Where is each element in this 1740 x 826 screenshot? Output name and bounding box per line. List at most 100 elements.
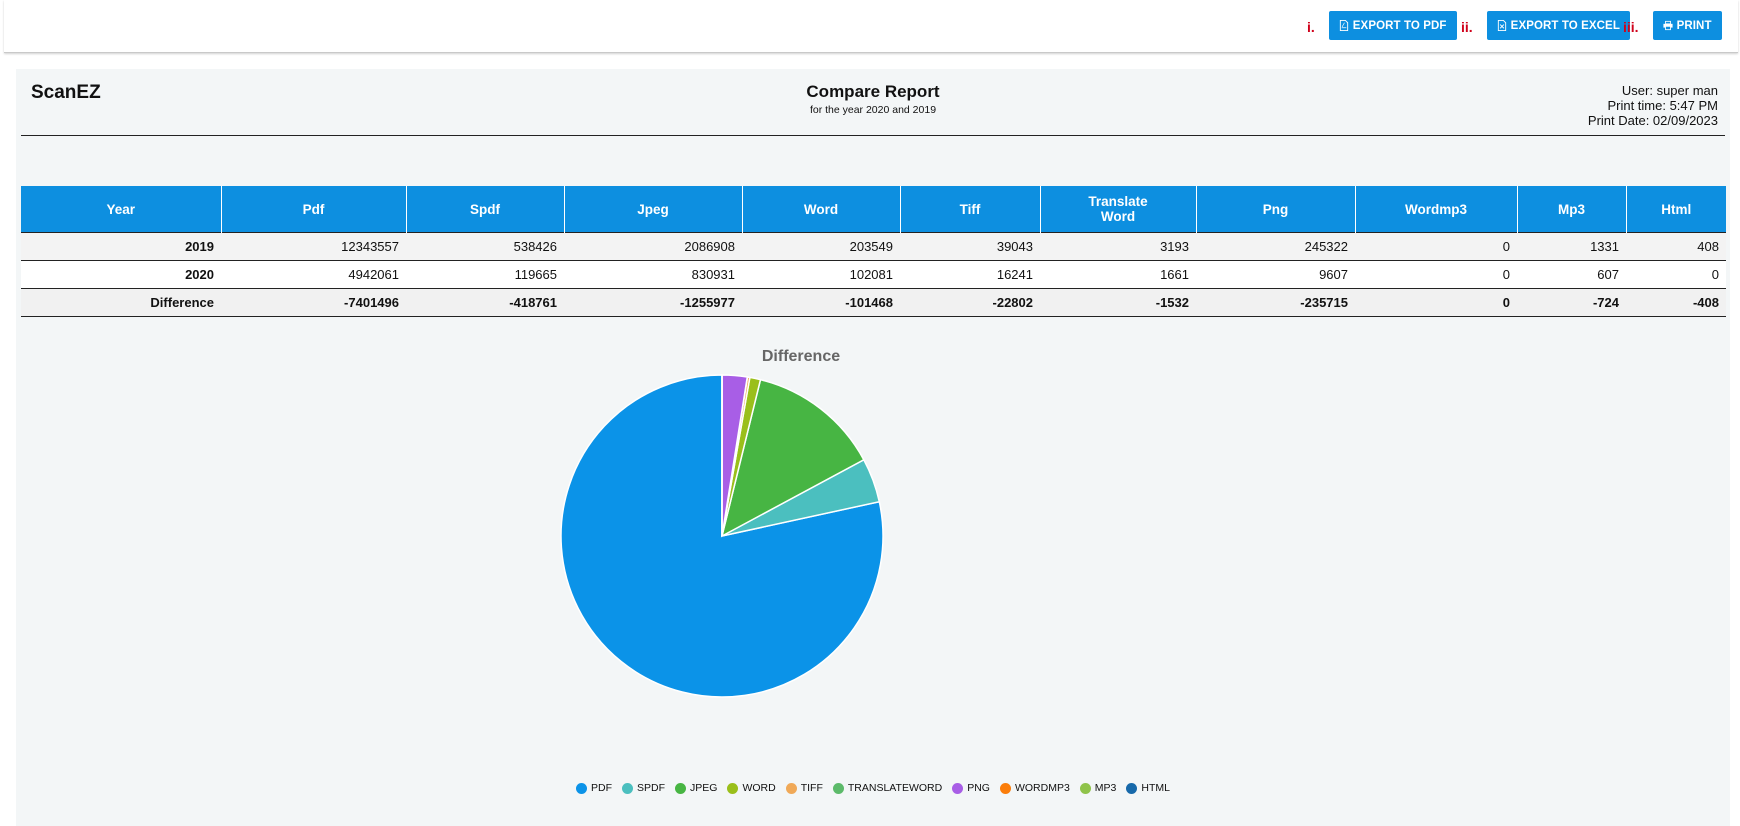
report-meta: User: super man Print time: 5:47 PM Prin…	[1588, 83, 1718, 128]
legend-swatch	[785, 782, 797, 794]
table-cell: 830931	[564, 260, 742, 289]
legend-label: WORD	[742, 782, 776, 794]
print-label: PRINT	[1676, 19, 1712, 32]
legend-swatch	[675, 782, 687, 794]
legend-item-spdf[interactable]: SPDF	[622, 782, 665, 794]
report-title: Compare Report	[806, 82, 940, 101]
export-pdf-button[interactable]: EXPORT TO PDF	[1328, 11, 1457, 40]
table-cell: 9607	[1196, 260, 1355, 289]
table-cell: 2020	[21, 260, 221, 289]
top-toolbar: i. EXPORT TO PDF ii. EXPORT TO EXCEL iii…	[4, 0, 1738, 53]
table-cell: 2019	[21, 232, 221, 261]
table-cell: 2086908	[564, 232, 742, 261]
column-header: Png	[1196, 186, 1356, 233]
step-marker: iii.	[1623, 19, 1639, 35]
table-cell: -22802	[900, 288, 1040, 317]
table-cell: -101468	[742, 288, 900, 317]
table-cell: 39043	[900, 232, 1040, 261]
table-cell: -724	[1517, 288, 1626, 317]
print-time: Print time: 5:47 PM	[1607, 98, 1718, 113]
legend-item-wordmp3[interactable]: WORDMP3	[999, 782, 1070, 794]
table-cell: 119665	[406, 260, 564, 289]
table-cell: 607	[1517, 260, 1626, 289]
legend-swatch	[952, 782, 964, 794]
table-cell: 0	[1355, 232, 1517, 261]
legend-item-translateword[interactable]: TRANSLATEWORD	[832, 782, 943, 794]
column-header: Html	[1626, 186, 1726, 233]
compare-table: Year Pdf Spdf Jpeg Word Tiff Translate W…	[21, 186, 1726, 317]
legend-label: MP3	[1094, 782, 1117, 794]
legend-swatch	[999, 782, 1011, 794]
legend-label: PDF	[591, 782, 612, 794]
print-group: iii. PRINT	[1623, 11, 1722, 40]
table-cell: 0	[1355, 260, 1517, 289]
table-cell: 12343557	[221, 232, 406, 261]
table-cell: 16241	[900, 260, 1040, 289]
legend-item-word[interactable]: WORD	[727, 782, 776, 794]
table-header-row: Year Pdf Spdf Jpeg Word Tiff Translate W…	[21, 186, 1726, 233]
table-cell: 0	[1626, 260, 1726, 289]
table-cell: -235715	[1196, 288, 1355, 317]
step-marker: ii.	[1461, 19, 1473, 35]
header-divider	[21, 135, 1725, 136]
column-header: Spdf	[406, 186, 565, 233]
pie-slice-jpeg[interactable]	[720, 378, 865, 538]
table-cell: 538426	[406, 232, 564, 261]
user-label: User: super man	[1621, 83, 1718, 98]
file-pdf-icon	[1339, 20, 1348, 31]
print-button[interactable]: PRINT	[1652, 11, 1722, 40]
legend-item-pdf[interactable]: PDF	[576, 782, 612, 794]
legend-label: PNG	[967, 782, 990, 794]
table-cell: 3193	[1040, 232, 1196, 261]
export-pdf-group: i. EXPORT TO PDF	[1307, 11, 1457, 40]
legend-label: SPDF	[637, 782, 666, 794]
legend-item-png[interactable]: PNG	[952, 782, 990, 794]
table-cell: -408	[1626, 288, 1726, 317]
legend-swatch	[622, 782, 633, 794]
column-header: Jpeg	[564, 186, 743, 233]
legend-label: HTML	[1141, 782, 1170, 794]
step-marker: i.	[1307, 19, 1315, 35]
export-excel-button[interactable]: EXPORT TO EXCEL	[1486, 11, 1630, 40]
table-cell: 203549	[742, 232, 900, 261]
difference-pie-chart: Difference	[560, 348, 884, 698]
column-header: Mp3	[1517, 186, 1627, 233]
legend-item-tiff[interactable]: TIFF	[785, 782, 823, 794]
legend-item-jpeg[interactable]: JPEG	[675, 782, 717, 794]
legend-swatch	[832, 782, 844, 794]
table-cell: -1532	[1040, 288, 1196, 317]
column-header: Year	[21, 186, 222, 233]
table-cell: 245322	[1196, 232, 1355, 261]
report-subtitle: for the year 2020 and 2019	[809, 104, 937, 116]
table-cell: -1255977	[564, 288, 742, 317]
table-cell: 0	[1355, 288, 1517, 317]
legend-label: TIFF	[800, 782, 823, 794]
table-row-difference: Difference -7401496 -418761 -1255977 -10…	[21, 288, 1726, 317]
table-cell: 102081	[742, 260, 900, 289]
legend-swatch	[1126, 782, 1138, 794]
print-icon	[1662, 20, 1673, 31]
table-cell: 408	[1626, 232, 1726, 261]
legend-item-html[interactable]: HTML	[1126, 782, 1170, 794]
table-cell: Difference	[21, 288, 221, 317]
table-cell: -7401496	[221, 288, 406, 317]
table-cell: -418761	[406, 288, 564, 317]
legend-swatch	[576, 782, 587, 794]
table-row: 2019 12343557 538426 2086908 203549 3904…	[21, 232, 1726, 261]
print-date: Print Date: 02/09/2023	[1587, 113, 1718, 128]
chart-title: Difference	[762, 348, 840, 365]
column-header: Word	[742, 186, 901, 233]
column-header: Wordmp3	[1355, 186, 1518, 233]
report-panel: ScanEZ Compare Report for the year 2020 …	[16, 69, 1730, 826]
legend-label: WORDMP3	[1014, 782, 1070, 794]
export-excel-group: ii. EXPORT TO EXCEL	[1461, 11, 1630, 40]
export-excel-label: EXPORT TO EXCEL	[1510, 19, 1620, 32]
table-row: 2020 4942061 119665 830931 102081 16241 …	[21, 260, 1726, 289]
file-excel-icon	[1497, 20, 1506, 31]
export-pdf-label: EXPORT TO PDF	[1352, 19, 1447, 32]
pie-slices	[560, 374, 884, 698]
legend-label: TRANSLATEWORD	[847, 782, 943, 794]
legend-item-mp3[interactable]: MP3	[1079, 782, 1117, 794]
chart-legend: PDF SPDF JPEG WORD TIFF TRANSLATEWORD PNG WORDM…	[16, 782, 1730, 794]
table-cell: 1331	[1517, 232, 1626, 261]
